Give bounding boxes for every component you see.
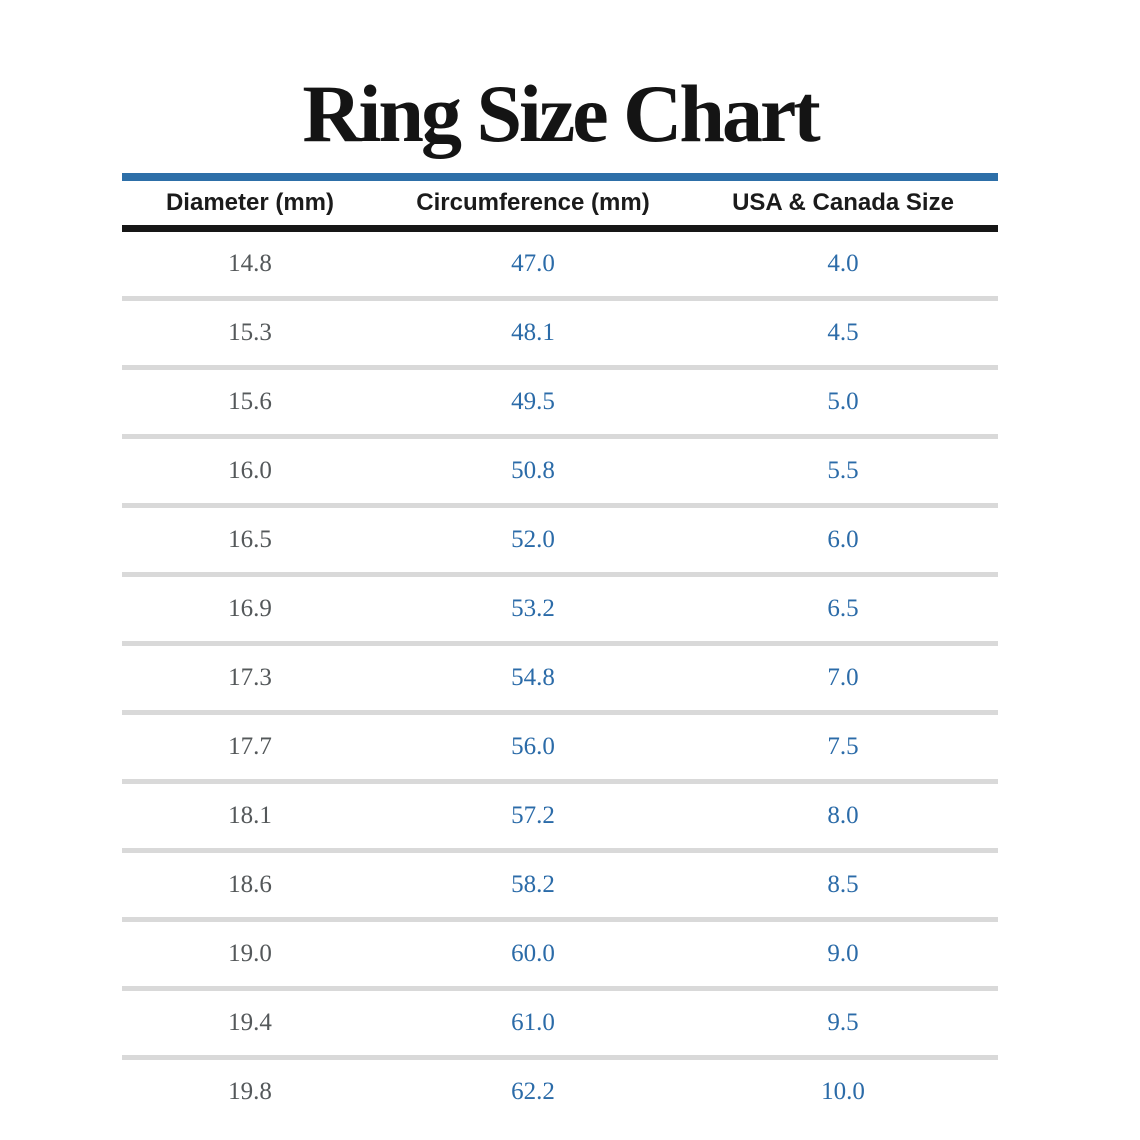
cell-usa-canada: 7.5	[827, 733, 859, 760]
row-separator	[122, 986, 998, 991]
cell-usa-canada: 5.5	[827, 457, 859, 484]
cell-usa-canada: 8.5	[827, 871, 859, 898]
row-separator	[122, 779, 998, 784]
col-header-diameter: Diameter (mm)	[165, 189, 335, 216]
cell-diameter: 19.4	[228, 1009, 272, 1036]
cell-usa-canada: 8.0	[827, 802, 859, 829]
cell-diameter: 15.6	[228, 388, 272, 415]
cell-circumference: 49.5	[511, 388, 555, 415]
cell-usa-canada: 9.0	[827, 940, 859, 967]
table-row: 17.3 54.8 7.0	[122, 646, 998, 710]
row-separator	[122, 917, 998, 922]
cell-usa-canada: 4.0	[827, 250, 859, 277]
row-separator	[122, 365, 998, 370]
cell-diameter: 16.9	[228, 595, 272, 622]
cell-diameter: 17.3	[228, 664, 272, 691]
cell-usa-canada: 7.0	[827, 664, 859, 691]
cell-circumference: 54.8	[511, 664, 555, 691]
chart-content: Ring Size Chart Diameter (mm) Circumfere…	[122, 0, 998, 1124]
row-separator	[122, 503, 998, 508]
cell-circumference: 52.0	[511, 526, 555, 553]
cell-diameter: 16.5	[228, 526, 272, 553]
table-row: 19.0 60.0 9.0	[122, 922, 998, 986]
row-separator	[122, 434, 998, 439]
table-row: 15.3 48.1 4.5	[122, 301, 998, 365]
cell-usa-canada: 10.0	[821, 1078, 865, 1105]
row-separator	[122, 1055, 998, 1060]
col-header-usa-canada: USA & Canada Size	[732, 189, 954, 216]
table-row: 16.5 52.0 6.0	[122, 508, 998, 572]
row-separator	[122, 848, 998, 853]
cell-diameter: 19.8	[228, 1078, 272, 1105]
cell-circumference: 58.2	[511, 871, 555, 898]
cell-usa-canada: 6.5	[827, 595, 859, 622]
cell-diameter: 14.8	[228, 250, 272, 277]
cell-circumference: 56.0	[511, 733, 555, 760]
col-header-circumference: Circumference (mm)	[416, 189, 650, 216]
table-row: 19.4 61.0 9.5	[122, 991, 998, 1055]
cell-diameter: 19.0	[228, 940, 272, 967]
cell-diameter: 18.1	[228, 802, 272, 829]
cell-circumference: 53.2	[511, 595, 555, 622]
row-separator	[122, 296, 998, 301]
table-row: 14.8 47.0 4.0	[122, 232, 998, 296]
table-body: 14.8 47.0 4.0 15.3 48.1 4.5 15.6 49.5 5.0 16.0 50.…	[122, 232, 998, 1124]
cell-circumference: 50.8	[511, 457, 555, 484]
page-title: Ring Size Chart	[302, 68, 820, 159]
cell-circumference: 60.0	[511, 940, 555, 967]
table-row: 19.8 62.2 10.0	[122, 1060, 998, 1124]
table-row: 16.0 50.8 5.5	[122, 439, 998, 503]
cell-diameter: 16.0	[228, 457, 272, 484]
table-row: 17.7 56.0 7.5	[122, 715, 998, 779]
table-row: 18.1 57.2 8.0	[122, 784, 998, 848]
cell-usa-canada: 4.5	[827, 319, 859, 346]
cell-circumference: 62.2	[511, 1078, 555, 1105]
cell-diameter: 15.3	[228, 319, 272, 346]
table-row: 15.6 49.5 5.0	[122, 370, 998, 434]
cell-circumference: 47.0	[511, 250, 555, 277]
row-separator	[122, 641, 998, 646]
row-separator	[122, 710, 998, 715]
cell-diameter: 18.6	[228, 871, 272, 898]
cell-diameter: 17.7	[228, 733, 272, 760]
cell-usa-canada: 9.5	[827, 1009, 859, 1036]
table-header-row: Diameter (mm) Circumference (mm) USA & C…	[122, 181, 998, 225]
table-row: 18.6 58.2 8.5	[122, 853, 998, 917]
table-row: 16.9 53.2 6.5	[122, 577, 998, 641]
title-accent-rule	[122, 173, 998, 181]
row-separator	[122, 572, 998, 577]
cell-usa-canada: 5.0	[827, 388, 859, 415]
header-divider-rule	[122, 225, 998, 232]
cell-usa-canada: 6.0	[827, 526, 859, 553]
cell-circumference: 48.1	[511, 319, 555, 346]
cell-circumference: 57.2	[511, 802, 555, 829]
cell-circumference: 61.0	[511, 1009, 555, 1036]
